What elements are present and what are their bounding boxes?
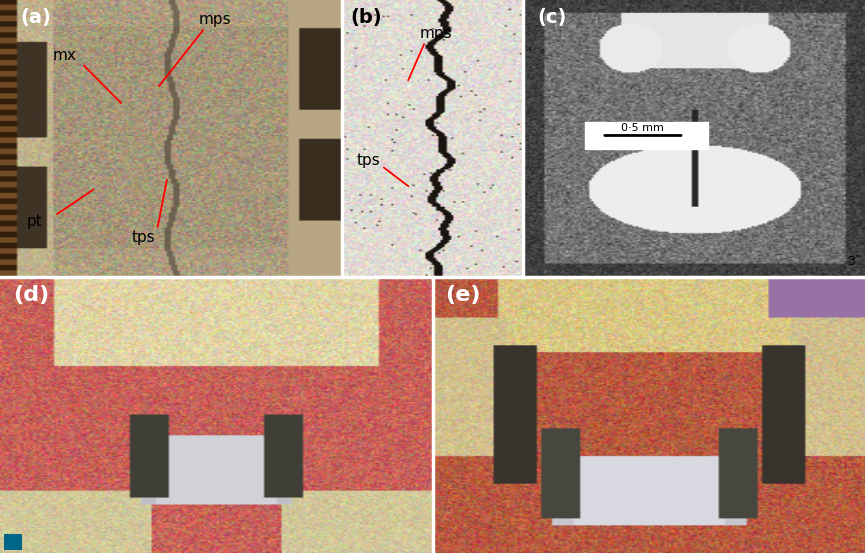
Text: (b): (b) — [351, 8, 382, 27]
Bar — [4, 534, 22, 550]
Text: (c): (c) — [537, 8, 567, 27]
Text: 3: 3 — [847, 255, 855, 268]
Text: pt: pt — [26, 213, 42, 229]
Text: mps: mps — [420, 25, 452, 41]
Text: (d): (d) — [13, 285, 49, 305]
Text: tps: tps — [131, 230, 156, 246]
Text: tps: tps — [357, 153, 381, 168]
Text: 0·5 mm: 0·5 mm — [621, 123, 664, 133]
Text: mps: mps — [199, 12, 232, 27]
Bar — [585, 122, 708, 149]
Text: mx: mx — [53, 48, 77, 63]
Text: (a): (a) — [21, 8, 51, 27]
Text: (e): (e) — [445, 285, 481, 305]
